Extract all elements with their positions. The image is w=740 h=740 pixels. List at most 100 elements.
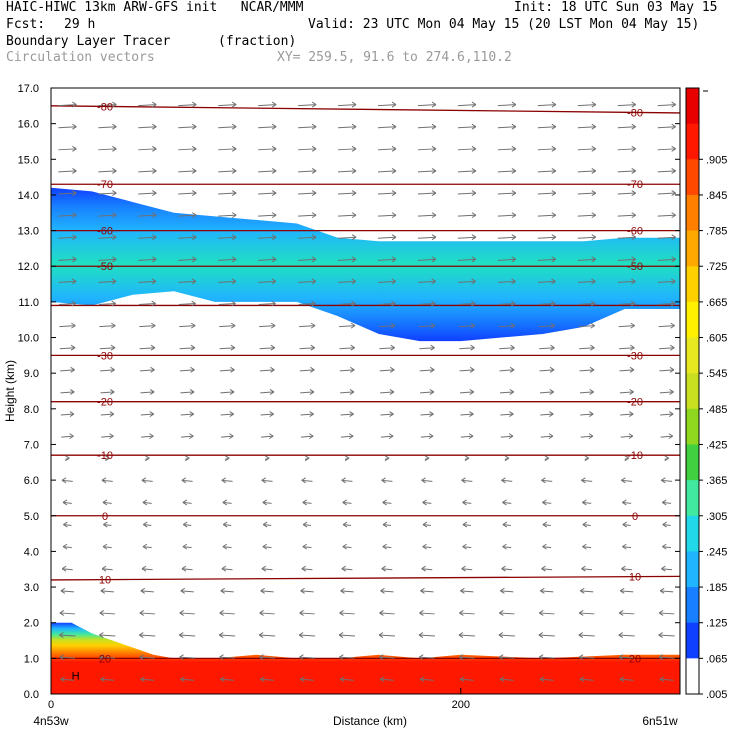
wind-vector	[98, 280, 117, 283]
wind-vector	[258, 214, 277, 217]
wind-vector	[179, 656, 195, 659]
wind-vector-head	[140, 587, 146, 594]
wind-vector	[422, 501, 432, 504]
wind-vector	[178, 170, 197, 173]
wind-vector-head	[102, 499, 108, 506]
wind-vector-head	[619, 587, 625, 594]
wind-vector-head	[230, 366, 235, 373]
wind-vector-head	[229, 433, 234, 440]
y-tick-label: 14.0	[18, 190, 39, 202]
wind-vector-head	[671, 101, 676, 108]
wind-vector	[460, 590, 474, 593]
isotherm-label: 10	[99, 575, 111, 587]
wind-vector-head	[230, 344, 236, 351]
wind-vector-head	[61, 477, 67, 484]
isotherm-label: -20	[97, 397, 113, 409]
wind-vector-head	[71, 300, 77, 307]
wind-vector	[141, 568, 153, 571]
wind-vector	[221, 568, 233, 571]
wind-vector-head	[391, 190, 397, 196]
wind-vector	[418, 325, 435, 328]
wind-vector-head	[109, 433, 114, 440]
wind-vector-head	[271, 167, 277, 174]
colorbar-label: .185	[706, 582, 727, 594]
wind-vector	[457, 104, 476, 107]
wind-vector-head	[191, 167, 197, 174]
wind-vector	[178, 214, 197, 217]
wind-vector	[420, 435, 434, 438]
wind-vector-head	[351, 278, 357, 285]
wind-vector-head	[502, 499, 507, 506]
wind-vector	[662, 524, 671, 527]
wind-vector-head	[419, 676, 425, 683]
wind-vector	[499, 656, 515, 659]
wind-vector	[617, 126, 636, 129]
wind-vector-head	[190, 344, 196, 351]
x-start-location: 4n53w	[33, 714, 69, 728]
wind-vector	[381, 568, 393, 571]
wind-vector-head	[631, 278, 636, 285]
wind-vector	[460, 391, 474, 394]
wind-vector	[457, 258, 476, 261]
wind-vector-head	[270, 322, 276, 329]
wind-vector-head	[631, 190, 636, 196]
wind-vector-head	[311, 190, 317, 196]
wind-vector	[537, 104, 556, 107]
y-tick-label: 5.0	[24, 511, 39, 523]
wind-vector-head	[229, 389, 235, 395]
colorbar-label: .905	[706, 154, 727, 166]
wind-vector	[262, 501, 272, 504]
wind-vector	[380, 678, 394, 681]
colorbar-label: .245	[706, 546, 727, 558]
wind-vector	[139, 656, 156, 659]
wind-vector-head	[461, 477, 466, 484]
wind-vector-head	[231, 212, 237, 219]
wind-vector	[582, 546, 592, 549]
wind-vector-head	[300, 587, 305, 594]
wind-vector	[417, 170, 436, 173]
wind-vector	[381, 479, 393, 482]
wind-vector	[139, 612, 155, 615]
wind-vector	[60, 369, 75, 372]
wind-vector	[58, 192, 77, 195]
wind-vector	[180, 590, 194, 593]
wind-vector-head	[152, 234, 157, 241]
wind-vector-head	[351, 234, 357, 241]
wind-vector-head	[591, 145, 597, 152]
wind-vector	[382, 524, 392, 527]
wind-vector	[102, 501, 112, 504]
wind-vector	[340, 678, 354, 681]
wind-vector-head	[140, 676, 145, 683]
wind-vector	[219, 612, 235, 615]
isotherm-label: -20	[627, 397, 643, 409]
wind-vector-head	[469, 411, 474, 417]
colorbar-label: .485	[706, 404, 727, 416]
wind-vector-head	[271, 256, 277, 263]
wind-vector-head	[350, 366, 355, 373]
wind-vector-head	[664, 455, 669, 462]
wind-vector	[378, 325, 396, 328]
wind-vector	[179, 612, 195, 615]
wind-vector	[619, 612, 635, 615]
wind-vector	[617, 280, 636, 283]
wind-vector	[183, 524, 192, 527]
colorbar-label: .785	[706, 226, 727, 238]
wind-vector-head	[70, 344, 76, 351]
wind-vector-head	[391, 212, 397, 219]
wind-vector	[58, 170, 77, 173]
wind-vector-head	[582, 543, 587, 550]
wind-vector-head	[309, 389, 315, 395]
wind-vector	[499, 369, 515, 372]
wind-vector-head	[431, 167, 437, 174]
wind-vector	[338, 236, 357, 239]
wind-vector	[579, 656, 595, 659]
wind-vector-head	[310, 322, 316, 329]
wind-vector-head	[622, 499, 627, 506]
wind-vector	[258, 104, 277, 107]
wind-vector	[138, 214, 157, 217]
wind-vector-head	[511, 256, 517, 263]
wind-vector-head	[179, 610, 184, 616]
wind-vector-head	[271, 234, 277, 241]
y-tick-label: 12.0	[18, 261, 39, 273]
wind-vector-head	[59, 632, 64, 638]
